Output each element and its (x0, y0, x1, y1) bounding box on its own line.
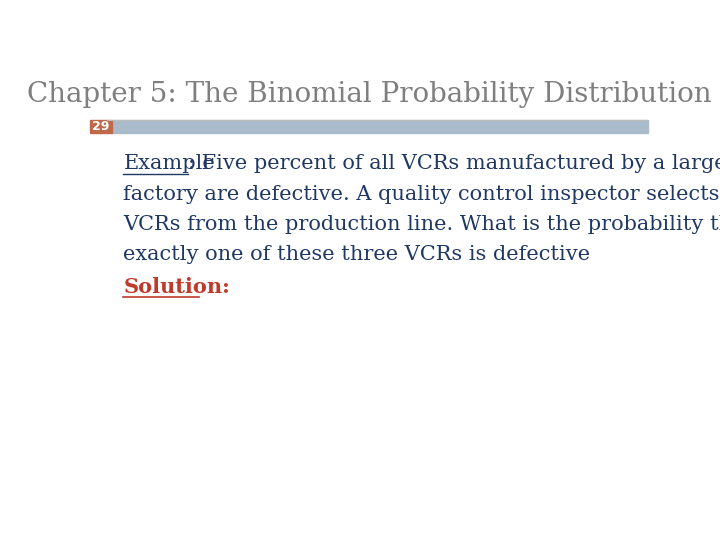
Text: Chapter 5: The Binomial Probability Distribution: Chapter 5: The Binomial Probability Dist… (27, 82, 711, 109)
Text: factory are defective. A quality control inspector selects three: factory are defective. A quality control… (124, 185, 720, 204)
Bar (90, 120, 112, 133)
Text: Example: Example (124, 154, 215, 173)
Bar (112, 120, 648, 133)
Text: exactly one of these three VCRs is defective: exactly one of these three VCRs is defec… (124, 245, 590, 264)
Text: : Five percent of all VCRs manufactured by a large: : Five percent of all VCRs manufactured … (188, 154, 720, 173)
Text: 29: 29 (92, 120, 110, 133)
Text: VCRs from the production line. What is the probability that: VCRs from the production line. What is t… (124, 215, 720, 234)
Text: Solution:: Solution: (124, 277, 230, 297)
